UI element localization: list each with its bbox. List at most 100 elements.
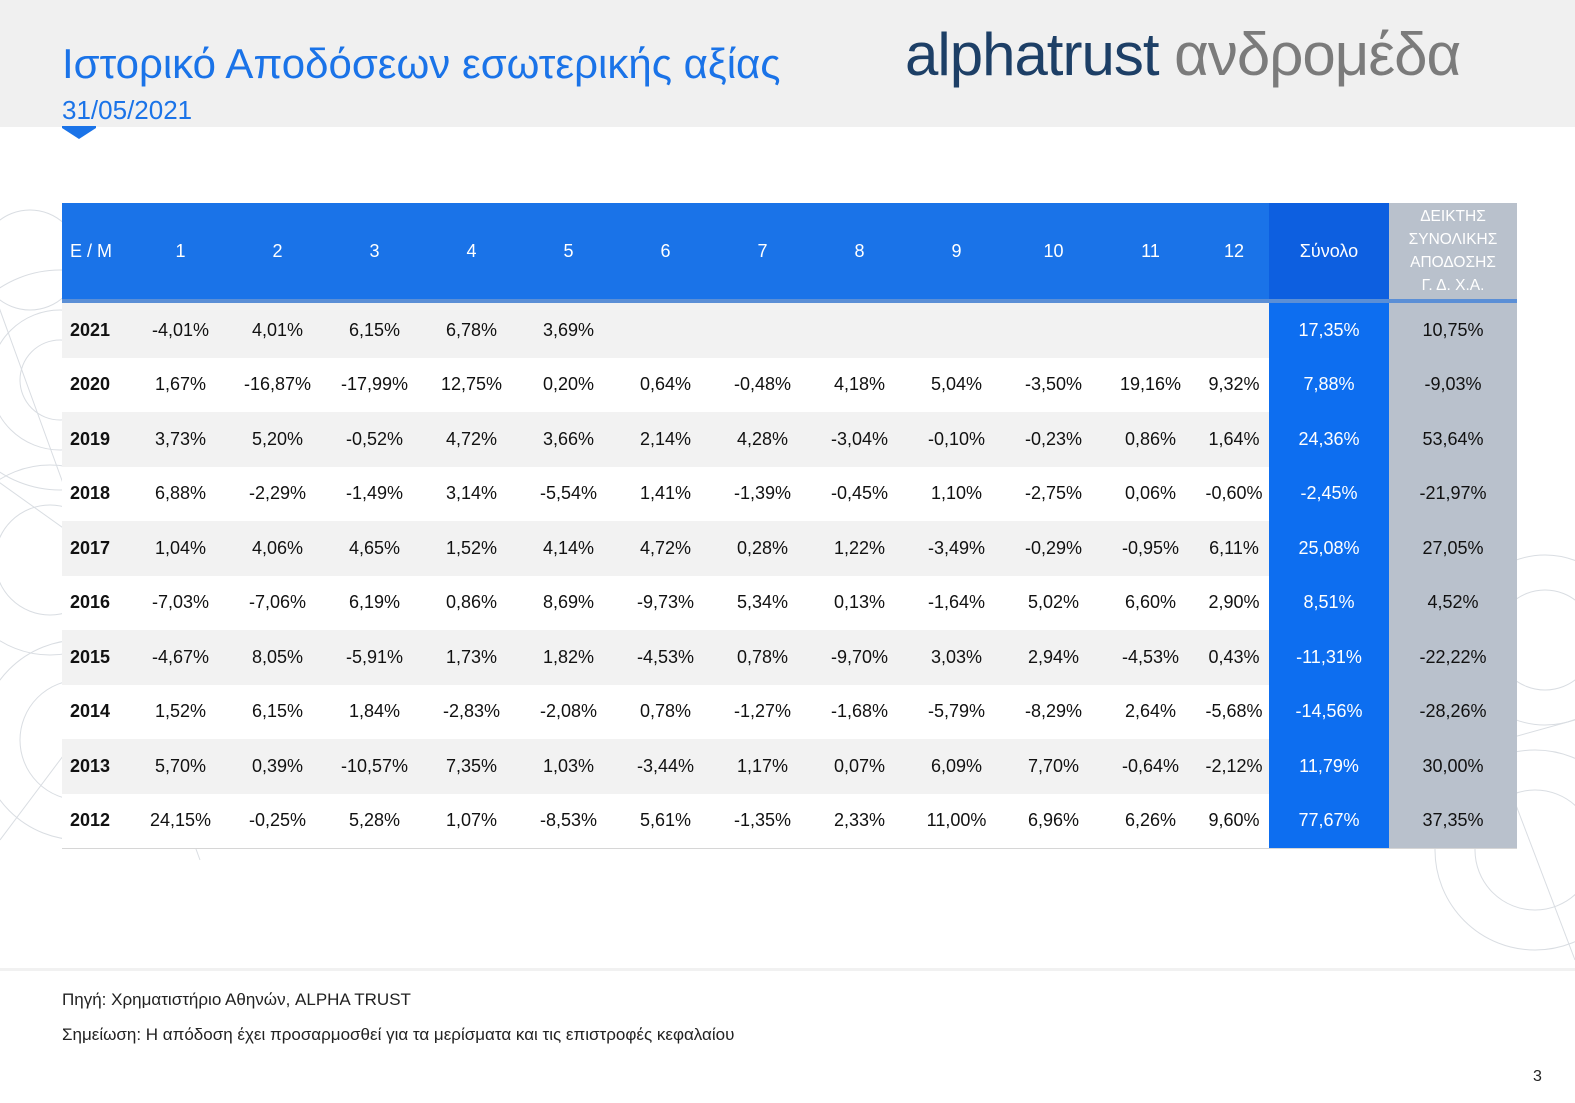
month-5-return: 0,20% — [520, 357, 617, 412]
index-return: 30,00% — [1389, 739, 1517, 794]
month-8-return: 0,13% — [811, 575, 908, 630]
month-4-return: 7,35% — [423, 739, 520, 794]
date-underline — [62, 126, 96, 128]
month-11-return: 6,26% — [1102, 793, 1199, 849]
index-return: 37,35% — [1389, 793, 1517, 849]
month-2-return: 6,15% — [229, 684, 326, 739]
month-2-return: 8,05% — [229, 630, 326, 685]
year-total-return: 7,88% — [1269, 357, 1389, 412]
year-total-return: 77,67% — [1269, 793, 1389, 849]
month-3-return: 6,15% — [326, 301, 423, 358]
table-header-row: Ε / Μ 1 2 3 4 5 6 7 8 9 10 11 12 Σύνολο … — [62, 203, 1517, 301]
index-return: 4,52% — [1389, 575, 1517, 630]
year-total-return: -11,31% — [1269, 630, 1389, 685]
month-5-return: -8,53% — [520, 793, 617, 849]
row-year: 2013 — [62, 739, 132, 794]
month-5-return: -5,54% — [520, 466, 617, 521]
month-5-return: 3,69% — [520, 301, 617, 358]
month-5-return: 1,03% — [520, 739, 617, 794]
month-12-return: 9,32% — [1199, 357, 1269, 412]
month-7-return: 1,17% — [714, 739, 811, 794]
header-month-12: 12 — [1199, 203, 1269, 301]
month-2-return: -16,87% — [229, 357, 326, 412]
table-row: 2017 1,04% 4,06% 4,65% 1,52% 4,14% 4,72% 0,28% 1… — [62, 521, 1517, 576]
month-7-return: 4,28% — [714, 412, 811, 467]
month-9-return: 6,09% — [908, 739, 1005, 794]
month-7-return — [714, 301, 811, 358]
row-year: 2015 — [62, 630, 132, 685]
header-band — [0, 0, 1575, 127]
table-row: 2020 1,67% -16,87% -17,99% 12,75% 0,20% 0,64% -… — [62, 357, 1517, 412]
month-6-return: 2,14% — [617, 412, 714, 467]
month-9-return: -0,10% — [908, 412, 1005, 467]
month-10-return: 7,70% — [1005, 739, 1102, 794]
month-12-return: -2,12% — [1199, 739, 1269, 794]
month-2-return: 4,06% — [229, 521, 326, 576]
month-9-return — [908, 301, 1005, 358]
month-1-return: 3,73% — [132, 412, 229, 467]
source-note: Πηγή: Χρηματιστήριο Αθηνών, ALPHA TRUST — [62, 990, 411, 1009]
row-year: 2017 — [62, 521, 132, 576]
month-5-return: 8,69% — [520, 575, 617, 630]
month-6-return: 4,72% — [617, 521, 714, 576]
month-10-return — [1005, 301, 1102, 358]
table-row: 2018 6,88% -2,29% -1,49% 3,14% -5,54% 1,41% -1,… — [62, 466, 1517, 521]
month-7-return: -1,27% — [714, 684, 811, 739]
month-11-return: 19,16% — [1102, 357, 1199, 412]
month-7-return: 0,78% — [714, 630, 811, 685]
month-3-return: 6,19% — [326, 575, 423, 630]
month-3-return: 5,28% — [326, 793, 423, 849]
header-month-4: 4 — [423, 203, 520, 301]
month-3-return: -10,57% — [326, 739, 423, 794]
header-month-11: 11 — [1102, 203, 1199, 301]
month-2-return: 5,20% — [229, 412, 326, 467]
header-month-3: 3 — [326, 203, 423, 301]
month-10-return: 2,94% — [1005, 630, 1102, 685]
month-12-return — [1199, 301, 1269, 358]
month-10-return: -3,50% — [1005, 357, 1102, 412]
month-9-return: -5,79% — [908, 684, 1005, 739]
header-month-1: 1 — [132, 203, 229, 301]
brand-primary: alphatrust — [905, 21, 1159, 88]
table-row: 2013 5,70% 0,39% -10,57% 7,35% 1,03% -3,44% 1,1… — [62, 739, 1517, 794]
month-6-return: 0,78% — [617, 684, 714, 739]
header-index-line-4: Γ. Δ. Χ.Α. — [1421, 277, 1485, 294]
month-5-return: 3,66% — [520, 412, 617, 467]
row-year: 2016 — [62, 575, 132, 630]
month-9-return: 11,00% — [908, 793, 1005, 849]
month-8-return: -9,70% — [811, 630, 908, 685]
month-2-return: -2,29% — [229, 466, 326, 521]
month-9-return: 3,03% — [908, 630, 1005, 685]
month-3-return: -1,49% — [326, 466, 423, 521]
month-10-return: -2,75% — [1005, 466, 1102, 521]
month-1-return: 5,70% — [132, 739, 229, 794]
month-4-return: 1,52% — [423, 521, 520, 576]
header-month-6: 6 — [617, 203, 714, 301]
month-11-return: 0,06% — [1102, 466, 1199, 521]
month-7-return: -1,39% — [714, 466, 811, 521]
month-6-return — [617, 301, 714, 358]
adjustment-note: Σημείωση: Η απόδοση έχει προσαρμοσθεί γι… — [62, 1025, 735, 1044]
month-12-return: 1,64% — [1199, 412, 1269, 467]
header-month-9: 9 — [908, 203, 1005, 301]
month-4-return: 12,75% — [423, 357, 520, 412]
table-row: 2015 -4,67% 8,05% -5,91% 1,73% 1,82% -4,53% 0,7… — [62, 630, 1517, 685]
month-4-return: 3,14% — [423, 466, 520, 521]
month-6-return: -4,53% — [617, 630, 714, 685]
month-1-return: -4,67% — [132, 630, 229, 685]
month-1-return: 1,52% — [132, 684, 229, 739]
header-index: ΔΕΙΚΤΗΣ ΣΥΝΟΛΙΚΗΣ ΑΠΟΔΟΣΗΣ Γ. Δ. Χ.Α. — [1389, 203, 1517, 301]
table-body: 2021 -4,01% 4,01% 6,15% 6,78% 3,69% 17,35% 10,7… — [62, 301, 1517, 849]
brand-logo: alphatrust ανδρομέδα — [905, 20, 1461, 89]
month-12-return: -5,68% — [1199, 684, 1269, 739]
month-2-return: -7,06% — [229, 575, 326, 630]
header-month-2: 2 — [229, 203, 326, 301]
index-return: 27,05% — [1389, 521, 1517, 576]
month-1-return: -7,03% — [132, 575, 229, 630]
month-8-return: 2,33% — [811, 793, 908, 849]
month-8-return: 1,22% — [811, 521, 908, 576]
month-11-return: 6,60% — [1102, 575, 1199, 630]
index-return: -28,26% — [1389, 684, 1517, 739]
month-2-return: 4,01% — [229, 301, 326, 358]
month-3-return: 1,84% — [326, 684, 423, 739]
